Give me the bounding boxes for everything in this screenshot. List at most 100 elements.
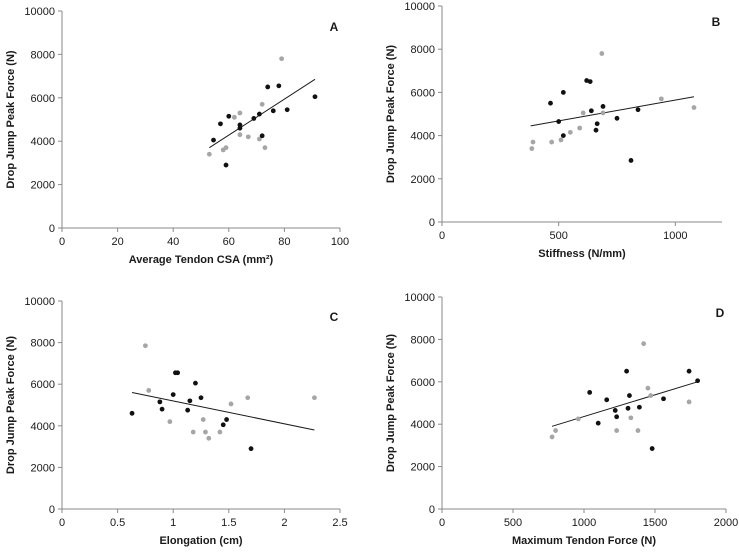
y-tick-label: 10000 xyxy=(404,1,435,13)
data-point-gray xyxy=(237,110,243,116)
panel-letter: B xyxy=(712,15,721,29)
data-point-gray xyxy=(203,429,208,435)
data-point-black xyxy=(198,395,204,401)
x-tick-label: 0 xyxy=(59,517,65,529)
data-point-gray xyxy=(223,145,229,151)
data-point-black xyxy=(593,127,599,133)
panel-b: 0 500 10000200040006000800010000Stiffness … xyxy=(385,1,722,260)
data-point-black xyxy=(270,108,276,114)
data-point-gray xyxy=(575,416,581,422)
data-point-black xyxy=(594,121,600,127)
data-point-black xyxy=(695,378,700,384)
data-point-gray xyxy=(262,145,268,151)
x-tick-label: 500 xyxy=(504,517,522,529)
x-tick-label: 0 xyxy=(439,230,445,242)
data-point-black xyxy=(627,393,632,398)
y-tick-label: 2000 xyxy=(411,174,435,186)
data-point-black xyxy=(661,396,666,402)
y-tick-label: 6000 xyxy=(31,93,55,105)
data-point-black xyxy=(636,404,642,410)
x-tick-label: 1.5 xyxy=(221,517,236,529)
data-point-gray xyxy=(628,415,634,421)
x-tick-label: 0 xyxy=(59,236,65,248)
data-point-black xyxy=(595,420,601,426)
data-point-black xyxy=(625,405,631,411)
data-point-gray xyxy=(256,136,262,142)
trendline xyxy=(551,381,698,427)
data-point-black xyxy=(604,397,610,403)
y-tick-label: 2000 xyxy=(31,462,55,474)
data-point-black xyxy=(175,370,181,376)
y-tick-label: 4000 xyxy=(31,136,55,148)
data-point-black xyxy=(129,410,135,416)
data-point-gray xyxy=(614,428,620,433)
y-tick-label: 8000 xyxy=(31,49,55,61)
data-point-gray xyxy=(143,343,148,349)
data-point-black xyxy=(185,407,191,413)
y-tick-label: 2000 xyxy=(411,462,435,474)
data-point-gray xyxy=(658,96,664,102)
trendline xyxy=(530,96,695,127)
y-tick-label: 8000 xyxy=(31,338,55,350)
y-tick-label: 10000 xyxy=(404,292,435,304)
data-point-black xyxy=(600,104,606,109)
data-point-black xyxy=(548,100,553,106)
data-point-gray xyxy=(529,146,535,151)
y-tick-label: 4000 xyxy=(31,421,55,433)
data-point-black xyxy=(226,113,232,119)
data-point-gray xyxy=(558,137,564,143)
data-point-black xyxy=(614,115,620,121)
data-point-black xyxy=(560,90,566,95)
x-axis-title: Maximum Tendon Force (N) xyxy=(512,535,656,547)
data-point-gray xyxy=(237,132,243,138)
data-point-gray xyxy=(312,395,317,401)
data-point-black xyxy=(649,446,655,451)
panel-c: 0 0.5 1 1.5 2 2.5 0 2000 4000 6000 8000 10000 Elonga… xyxy=(5,296,348,547)
data-point-gray xyxy=(577,125,583,131)
data-point-gray xyxy=(206,435,212,441)
data-point-black xyxy=(223,162,229,168)
data-point-black xyxy=(614,414,620,420)
x-tick-label: 60 xyxy=(223,236,235,248)
data-point-gray xyxy=(245,395,251,401)
x-tick-label: 1000 xyxy=(572,517,596,529)
data-point-black xyxy=(251,116,257,121)
data-point-gray xyxy=(641,341,647,347)
data-point-gray xyxy=(167,419,173,425)
data-point-black xyxy=(218,121,223,127)
data-point-black xyxy=(612,408,618,413)
trendline xyxy=(131,392,315,431)
data-point-black xyxy=(220,422,226,428)
data-point-gray xyxy=(200,417,206,422)
y-tick-label: 0 xyxy=(429,504,435,516)
data-point-black xyxy=(686,368,692,374)
data-point-gray xyxy=(530,139,536,145)
y-tick-label: 6000 xyxy=(411,377,435,389)
data-point-black xyxy=(276,83,282,89)
data-point-black xyxy=(256,111,262,117)
data-point-black xyxy=(211,137,216,143)
data-point-gray xyxy=(553,428,558,433)
data-point-gray xyxy=(635,428,641,433)
panel-a: 0 20 40 60 80 100 0 2000 4000 6000 8000 10000 Averag… xyxy=(5,6,349,266)
data-point-black xyxy=(628,158,634,163)
y-tick-label: 0 xyxy=(429,217,435,229)
panel-letter: C xyxy=(330,310,339,324)
x-tick-label: 500 xyxy=(549,230,567,242)
x-tick-label: 2 xyxy=(281,517,287,529)
y-axis-title: Drop Jump Peak Force (N) xyxy=(5,50,17,188)
data-point-gray xyxy=(648,393,654,398)
data-point-black xyxy=(170,392,176,397)
data-point-black xyxy=(193,380,198,386)
y-tick-label: 4000 xyxy=(411,131,435,143)
data-point-gray xyxy=(686,399,692,405)
data-point-black xyxy=(187,398,193,404)
x-tick-label: 2000 xyxy=(714,517,738,529)
x-tick-label: 80 xyxy=(278,236,290,248)
y-tick-label: 6000 xyxy=(411,87,435,99)
data-point-gray xyxy=(600,110,606,116)
data-point-gray xyxy=(245,134,251,140)
data-point-black xyxy=(224,417,229,422)
panel-letter: A xyxy=(330,20,339,34)
